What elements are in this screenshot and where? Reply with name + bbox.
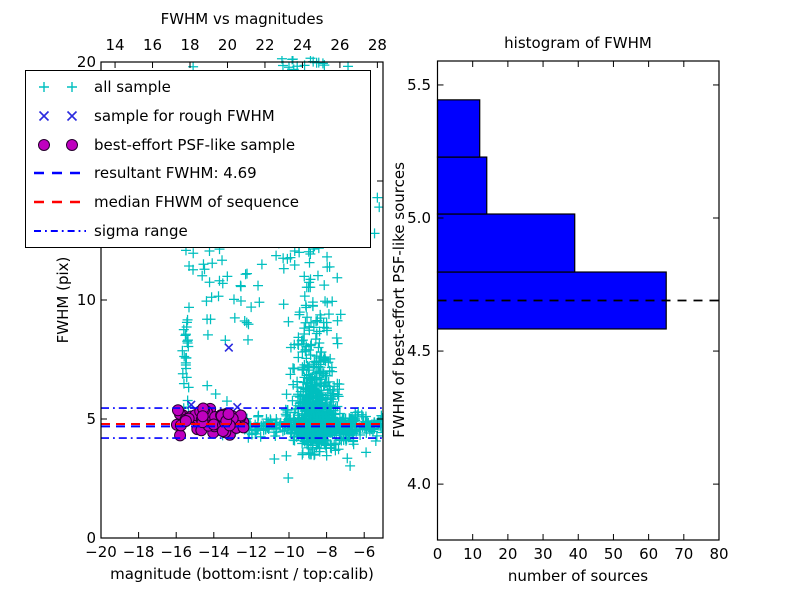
tick-label: 4.5 xyxy=(407,342,431,361)
legend-x-icon xyxy=(38,110,78,122)
tick-label: −20 xyxy=(85,543,117,561)
tick-label: 60 xyxy=(639,545,659,563)
tick-label: −12 xyxy=(235,543,268,561)
tick-label: 16 xyxy=(142,36,163,54)
tick-label: 5.0 xyxy=(407,209,431,227)
tick-label: 20 xyxy=(498,545,518,563)
legend-plus-icon xyxy=(39,82,77,93)
legend-item-sigma-range: sigma range xyxy=(30,217,368,245)
legend-dashed-icon xyxy=(34,200,86,204)
histogram-bar xyxy=(436,99,481,158)
histogram-bar xyxy=(436,156,488,215)
right-plot-ylabel: FWHM of best-effort PSF-like sources xyxy=(390,162,408,438)
tick-label: 0 xyxy=(432,545,443,563)
series-circle xyxy=(170,402,250,442)
legend-item-sample-for-rough-fwhm: sample for rough FWHM xyxy=(30,102,368,130)
tick-label: 18 xyxy=(180,36,200,54)
tick-label: 24 xyxy=(292,36,312,54)
tick-label: −16 xyxy=(160,543,193,561)
tick-label: 4.0 xyxy=(407,475,431,494)
legend-item-all-sample: all sample xyxy=(30,73,368,101)
tick-label: 40 xyxy=(568,545,588,563)
tick-label: 70 xyxy=(674,545,694,563)
left-plot-title: FWHM vs magnitudes xyxy=(160,10,324,28)
right-plot-title: histogram of FWHM xyxy=(504,34,652,52)
tick-label: 20 xyxy=(217,36,238,54)
tick-label: 10 xyxy=(463,545,483,563)
legend-dashdot-icon xyxy=(34,229,86,232)
histogram-bar xyxy=(436,213,576,273)
tick-label: 26 xyxy=(330,36,350,54)
tick-label: 22 xyxy=(255,36,275,54)
legend-item-label: best-effort PSF-like sample xyxy=(94,135,296,154)
left-plot-xlabel: magnitude (bottom:isnt / top:calib) xyxy=(110,565,374,583)
tick-label: −18 xyxy=(122,543,155,561)
tick-label: 10 xyxy=(76,291,96,309)
legend-item-label: sample for rough FWHM xyxy=(94,106,275,125)
legend-item-median-fhwm-of-sequence: median FHWM of sequence xyxy=(30,188,368,216)
legend-item-label: resultant FWHM: 4.69 xyxy=(94,164,257,183)
legend-circle-icon xyxy=(38,138,78,151)
legend-item-label: median FHWM of sequence xyxy=(94,192,299,211)
tick-label: 30 xyxy=(533,545,553,563)
tick-label: −8 xyxy=(315,543,338,561)
tick-label: 50 xyxy=(603,545,623,563)
right-plot-xlabel: number of sources xyxy=(507,567,649,585)
tick-label: −14 xyxy=(197,543,230,561)
legend-item-best-effort-psf-like-sample: best-effort PSF-like sample xyxy=(30,131,368,159)
tick-label: 14 xyxy=(105,36,125,54)
series-x xyxy=(186,343,242,412)
tick-label: 5.5 xyxy=(407,75,431,94)
legend-dashed-icon xyxy=(34,172,86,175)
legend-item-label: sigma range xyxy=(94,221,188,240)
tick-label: 0 xyxy=(86,529,96,547)
legend-item-resultant-fwhm-4-69: resultant FWHM: 4.69 xyxy=(30,159,368,187)
tick-label: 80 xyxy=(709,545,729,563)
legend-box: all sample sample for rough FWHM best-effo… xyxy=(25,70,371,248)
tick-label: −6 xyxy=(353,543,376,561)
tick-label: 20 xyxy=(76,53,96,71)
tick-label: 5 xyxy=(86,410,96,428)
tick-label: 28 xyxy=(367,36,387,54)
tick-label: −10 xyxy=(273,543,305,561)
legend-item-label: all sample xyxy=(94,78,171,97)
